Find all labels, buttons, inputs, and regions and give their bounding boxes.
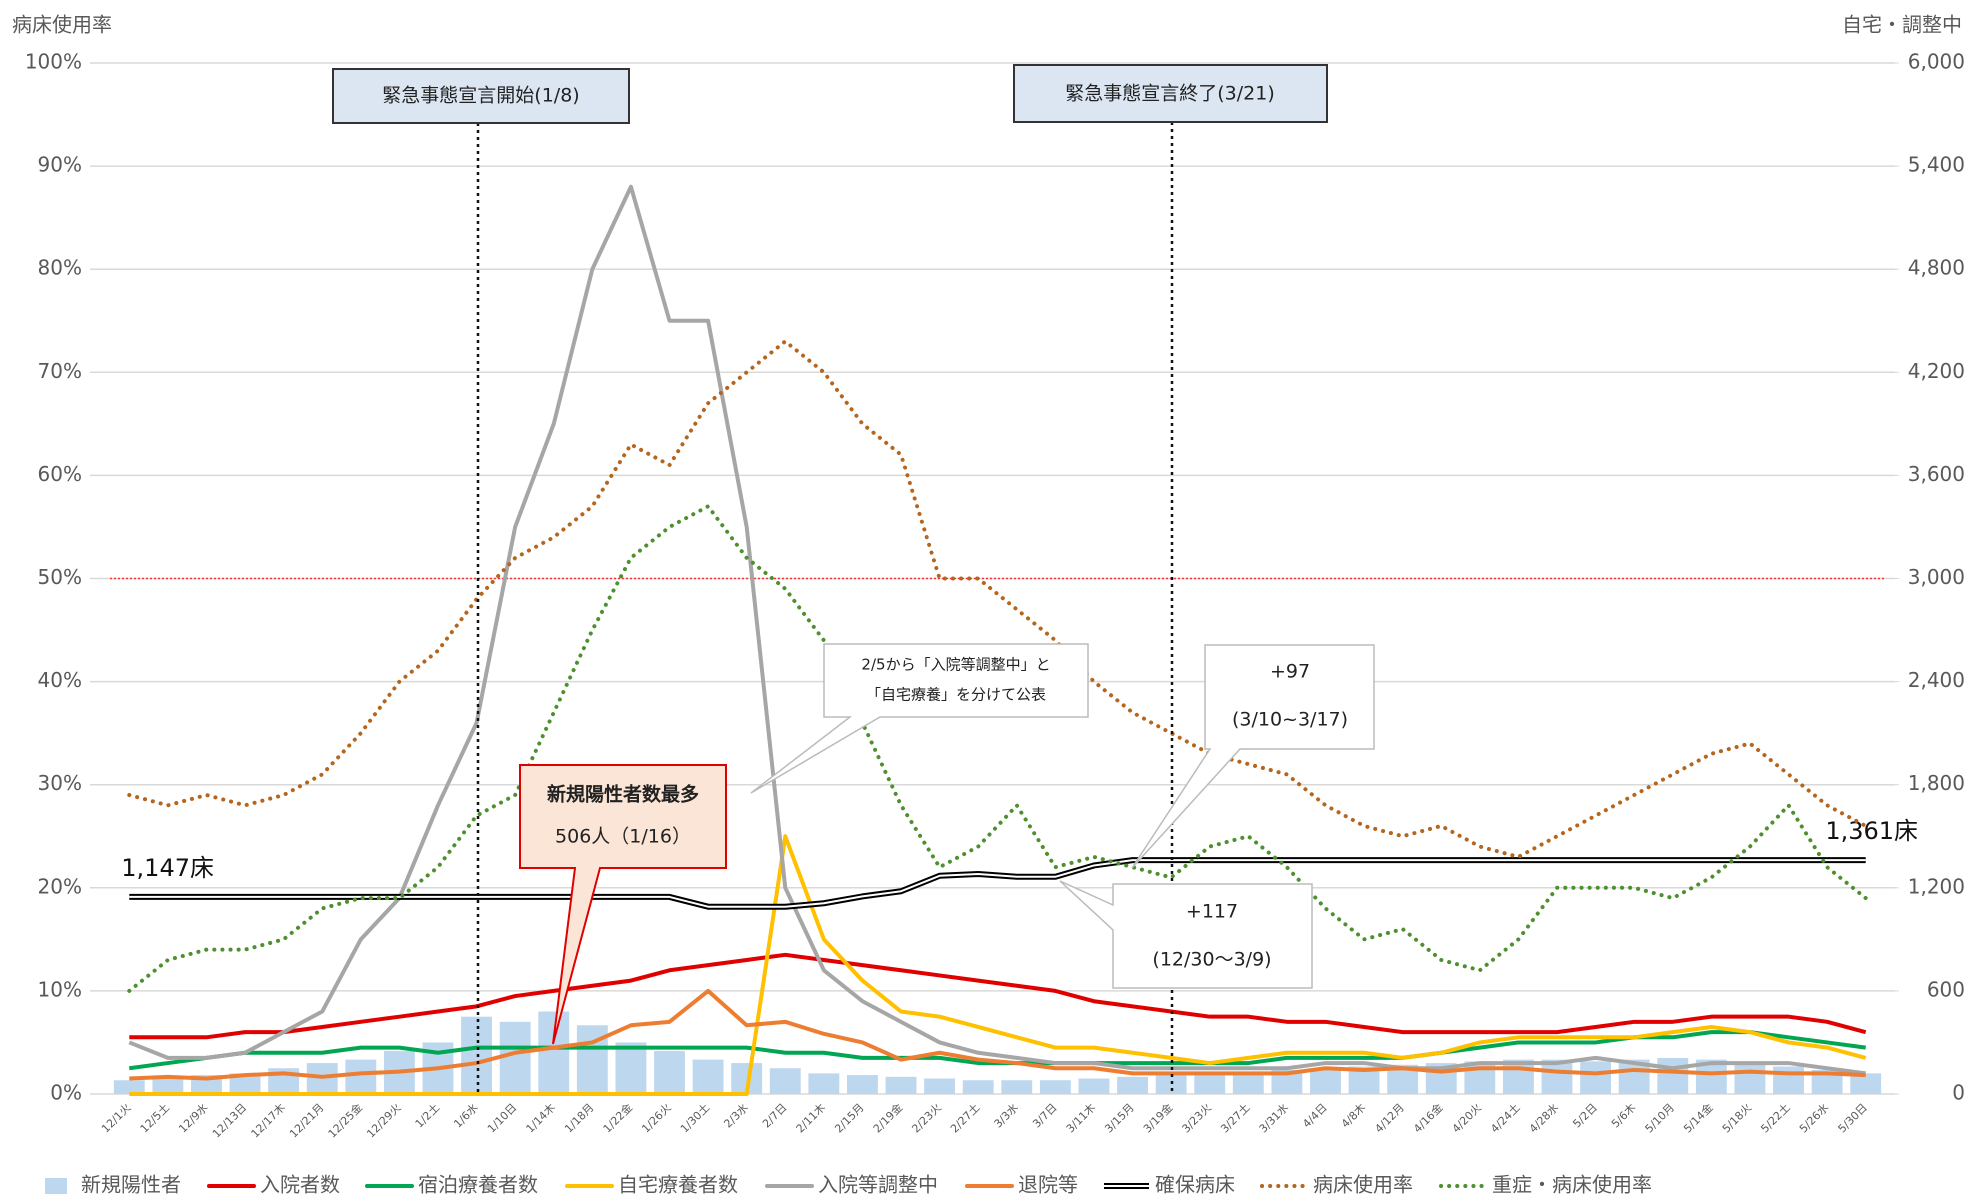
annotation: 緊急事態宣言開始(1/8)	[382, 85, 579, 107]
bar	[808, 1073, 840, 1094]
bar	[1155, 1075, 1187, 1094]
y-tick-label: 80%	[38, 256, 82, 280]
bar	[847, 1075, 878, 1094]
annotation-box	[332, 68, 630, 124]
legend-swatch	[45, 1178, 67, 1194]
line	[129, 988, 1866, 1081]
y2-tick-label: 1,800	[1908, 771, 1965, 795]
bar	[1117, 1076, 1148, 1094]
callout	[750, 643, 1089, 794]
bar	[461, 1016, 493, 1094]
bar	[152, 1076, 184, 1094]
legend-label: 重症・病床使用率	[1492, 1173, 1652, 1197]
bar	[1502, 1059, 1534, 1094]
bar	[1580, 1061, 1612, 1094]
y-tick-label: 60%	[38, 462, 82, 486]
y-tick-label: 10%	[38, 977, 82, 1001]
legend-label: 入院等調整中	[818, 1173, 938, 1197]
data-label: 1,361床	[1825, 817, 1918, 845]
bar	[1001, 1080, 1033, 1094]
right-axis-title: 自宅・調整中	[1842, 13, 1962, 37]
callout	[519, 764, 727, 1045]
line	[128, 184, 1866, 1076]
legend-label: 宿泊療養者数	[418, 1173, 538, 1197]
double-line-core	[129, 859, 1866, 908]
bar	[113, 1080, 145, 1094]
y2-tick-label: 600	[1927, 977, 1965, 1001]
y-tick-label: 0%	[50, 1081, 82, 1105]
bar	[1734, 1063, 1766, 1094]
y-tick-label: 40%	[38, 668, 82, 692]
bar	[654, 1051, 685, 1094]
annotation: 2/5から「入院等調整中」と	[861, 656, 1050, 674]
annotation: 新規陽性者数最多	[547, 783, 699, 806]
marks: 1,147床 1,361床	[113, 184, 1918, 1096]
data-label: 1,147床	[121, 854, 214, 882]
left-axis-title: 病床使用率	[12, 13, 112, 37]
bar	[1078, 1078, 1110, 1094]
y2-tick-label: 0	[1952, 1081, 1965, 1105]
bar	[345, 1059, 377, 1094]
bar	[538, 1011, 570, 1094]
annotation: 506人（1/16）	[555, 826, 691, 848]
bar	[885, 1076, 917, 1094]
legend-label: 退院等	[1018, 1173, 1078, 1197]
y2-tick-label: 3,000	[1908, 565, 1965, 589]
y-tick-label: 100%	[25, 50, 82, 74]
legend-label: 病床使用率	[1313, 1173, 1413, 1197]
y2-tick-label: 3,600	[1908, 462, 1965, 486]
y-tick-label: 30%	[38, 771, 82, 795]
legend-label: 確保病床	[1155, 1173, 1235, 1197]
dotted-line	[127, 339, 1868, 859]
annotation: +97	[1270, 661, 1310, 683]
legend-label: 新規陽性者	[81, 1173, 181, 1197]
legend-label: 入院者数	[260, 1173, 340, 1197]
bar	[924, 1078, 956, 1094]
bar	[1541, 1059, 1573, 1094]
y2-tick-label: 4,800	[1908, 256, 1965, 280]
legend-label: 自宅療養者数	[618, 1173, 738, 1197]
bar	[1232, 1071, 1264, 1094]
bar	[1850, 1073, 1882, 1094]
bar	[499, 1021, 531, 1094]
callout	[1059, 880, 1313, 989]
bar	[962, 1080, 994, 1094]
bar	[1657, 1057, 1689, 1094]
y-tick-label: 20%	[38, 874, 82, 898]
y2-tick-label: 6,000	[1908, 50, 1965, 74]
bar	[769, 1068, 801, 1094]
y2-tick-label: 5,400	[1908, 153, 1965, 177]
annotation-box	[1013, 64, 1328, 123]
annotation: 「自宅療養」を分けて公表	[866, 686, 1046, 704]
callout	[1131, 644, 1375, 869]
y-tick-label: 50%	[38, 565, 82, 589]
annotations: 緊急事態宣言開始(1/8) 緊急事態宣言終了(3/21) 新規陽性者数最多 50…	[332, 64, 1375, 1045]
y2-tick-label: 4,200	[1908, 359, 1965, 383]
bar	[615, 1042, 647, 1094]
y2-tick-label: 1,200	[1908, 874, 1965, 898]
annotation: (12/30～3/9)	[1152, 949, 1271, 971]
bar	[1773, 1066, 1804, 1094]
y-tick-label: 70%	[38, 359, 82, 383]
bar	[1310, 1068, 1341, 1094]
bar	[1039, 1080, 1071, 1094]
bar	[1194, 1073, 1226, 1094]
bar	[692, 1059, 724, 1094]
line	[129, 834, 1867, 1096]
annotation: +117	[1186, 901, 1238, 923]
y2-tick-label: 2,400	[1908, 668, 1965, 692]
y-tick-label: 90%	[38, 153, 82, 177]
line	[129, 952, 1867, 1040]
bar	[229, 1073, 261, 1094]
annotation: 緊急事態宣言終了(3/21)	[1065, 83, 1275, 105]
annotation: (3/10~3/17)	[1232, 709, 1348, 731]
